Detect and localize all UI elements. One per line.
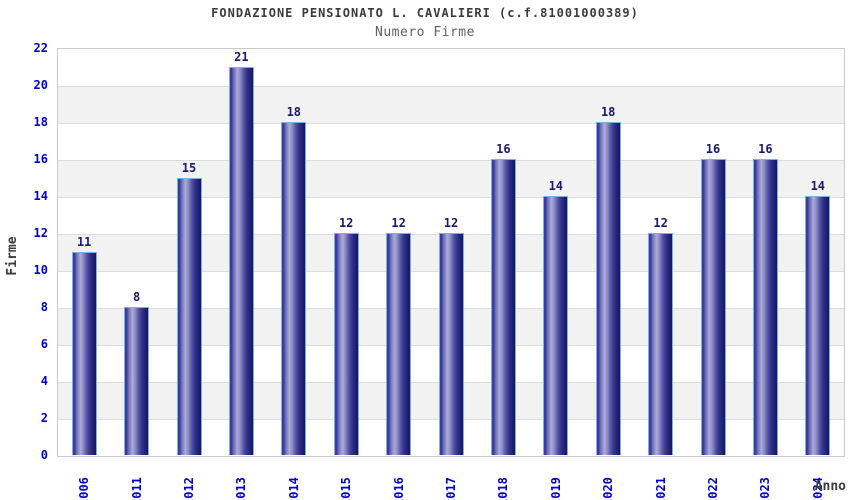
x-tick-label: 2006 (77, 477, 92, 500)
gridline (58, 160, 844, 161)
x-tick-label: 2019 (548, 477, 563, 500)
bar-value-label: 14 (548, 179, 564, 193)
x-tick-label: 2021 (653, 477, 668, 500)
y-tick-label: 12 (33, 226, 48, 240)
bar-value-label: 12 (391, 216, 406, 230)
bar-2021 (648, 233, 674, 455)
y-tick-label: 14 (33, 189, 48, 203)
bar-value-label: 15 (181, 160, 197, 175)
x-tick-label: 2013 (234, 477, 249, 500)
x-tick-label: 2018 (496, 477, 511, 500)
x-tick-label: 2016 (391, 477, 406, 500)
x-tick-label: 2014 (286, 477, 301, 500)
bar-2014 (281, 122, 307, 455)
y-tick-label: 20 (33, 78, 48, 92)
x-tick-label: 2023 (758, 477, 773, 500)
bar-2017 (438, 233, 464, 455)
y-tick-label: 4 (40, 374, 48, 388)
plot-band (58, 123, 844, 160)
bar-2019 (543, 196, 569, 455)
x-tick-label: 2017 (444, 477, 458, 500)
bar-value-label: 16 (705, 142, 721, 156)
y-tick-label: 8 (40, 300, 48, 314)
bar-2011 (124, 307, 150, 455)
bar-2024 (805, 196, 831, 455)
x-tick-label: 2011 (129, 477, 144, 500)
y-tick-label: 18 (33, 115, 48, 129)
bar-value-label: 12 (653, 216, 668, 230)
bar-2006 (71, 251, 97, 455)
y-tick-label: 2 (40, 411, 48, 425)
bar-value-label: 12 (443, 216, 459, 230)
bar-value-label: 21 (234, 49, 249, 64)
bar-value-label: 14 (810, 179, 826, 193)
bar-2015 (333, 233, 359, 455)
gridline (58, 86, 844, 87)
y-tick-label: 16 (33, 152, 48, 166)
bar-2016 (386, 233, 412, 455)
gridline (58, 123, 844, 124)
bar-value-label: 12 (338, 216, 354, 230)
bar-2023 (752, 159, 778, 455)
bar-value-label: 11 (76, 234, 92, 249)
gridline (58, 197, 844, 198)
x-tick-label: 2015 (339, 477, 354, 500)
y-tick-label: 0 (40, 448, 48, 462)
bar-2020 (595, 122, 621, 455)
bar-2022 (700, 159, 726, 455)
chart-title: FONDAZIONE PENSIONATO L. CAVALIERI (c.f.… (211, 6, 639, 20)
bar-2012 (176, 177, 202, 455)
bar-value-label: 8 (132, 290, 141, 304)
y-axis-title: Firme (5, 236, 20, 276)
y-tick-label: 22 (33, 41, 48, 55)
x-axis-title: Anno (814, 479, 846, 494)
bar-2018 (490, 159, 516, 455)
bar-value-label: 16 (758, 142, 773, 156)
bar-2013 (228, 66, 254, 455)
bar-value-label: 18 (600, 105, 616, 119)
chart-subtitle: Numero Firme (375, 25, 475, 40)
plot-band (58, 49, 844, 86)
x-tick-label: 2012 (182, 477, 196, 500)
bar-value-label: 18 (286, 105, 302, 119)
y-tick-label: 6 (40, 337, 48, 351)
plot-band (58, 86, 844, 123)
bar-value-label: 16 (496, 142, 511, 156)
y-tick-label: 10 (33, 263, 48, 277)
x-tick-label: 2022 (706, 477, 720, 500)
x-tick-label: 2020 (601, 477, 616, 500)
